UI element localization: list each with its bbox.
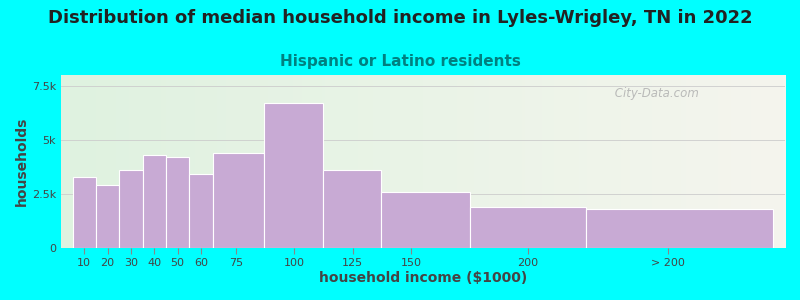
Bar xyxy=(264,103,322,248)
Bar xyxy=(381,192,470,248)
Bar xyxy=(470,207,586,248)
Bar xyxy=(73,176,96,248)
Bar xyxy=(190,174,213,248)
Bar xyxy=(119,170,142,248)
Bar xyxy=(213,153,264,248)
Y-axis label: households: households xyxy=(15,117,29,206)
Bar xyxy=(586,209,774,248)
Text: City-Data.com: City-Data.com xyxy=(611,87,699,100)
X-axis label: household income ($1000): household income ($1000) xyxy=(319,271,527,285)
Bar xyxy=(142,155,166,248)
Bar xyxy=(322,170,381,248)
Bar xyxy=(96,185,119,248)
Bar xyxy=(166,157,190,248)
Text: Distribution of median household income in Lyles-Wrigley, TN in 2022: Distribution of median household income … xyxy=(48,9,752,27)
Text: Hispanic or Latino residents: Hispanic or Latino residents xyxy=(279,54,521,69)
